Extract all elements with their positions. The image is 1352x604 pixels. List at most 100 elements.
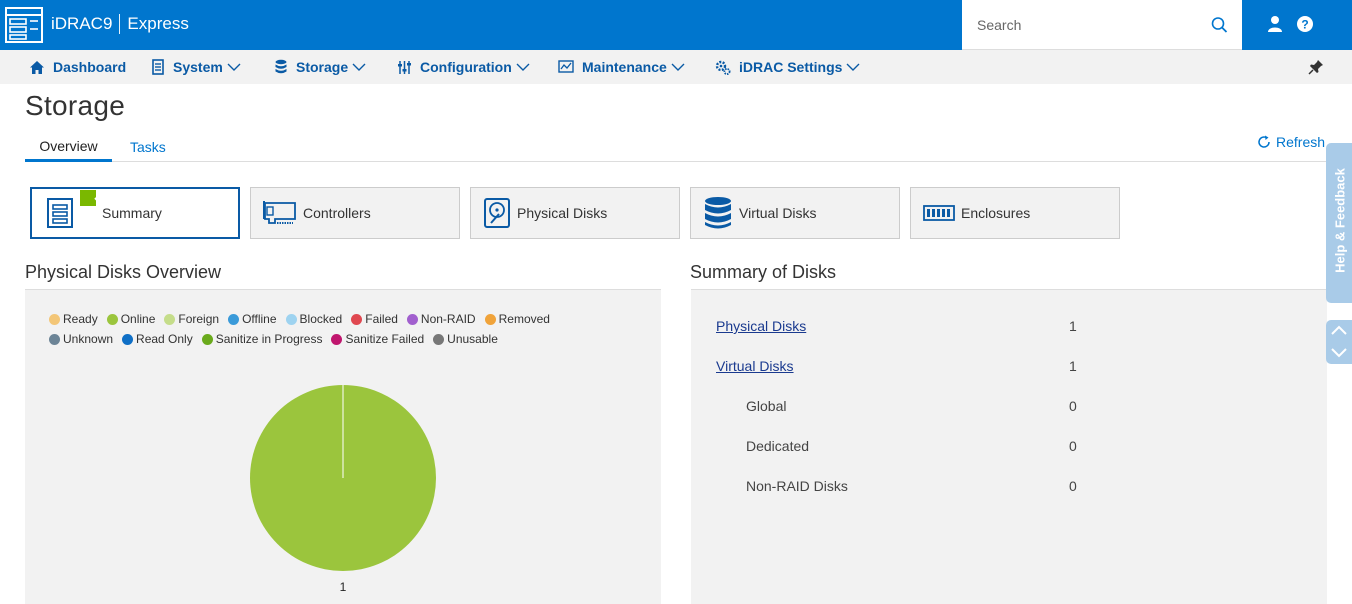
dedicated-count: 0 (1069, 438, 1077, 454)
nav-idrac-settings-label: iDRAC Settings (739, 59, 843, 75)
pie-data-label: 1 (339, 580, 347, 594)
card-summary[interactable]: Summary (30, 187, 240, 239)
nav-idrac-settings[interactable]: iDRAC Settings (715, 50, 860, 84)
card-enclosures-label: Enclosures (961, 205, 1031, 221)
user-icon[interactable] (1266, 15, 1284, 33)
legend-item-foreign[interactable]: Foreign (164, 312, 219, 326)
summary-server-icon (47, 198, 73, 228)
search-input[interactable] (962, 0, 1202, 50)
virtual-disks-count: 1 (1069, 358, 1077, 374)
legend-item-read-only[interactable]: Read Only (122, 332, 193, 346)
legend-item-non-raid[interactable]: Non-RAID (406, 312, 476, 326)
chevron-down-icon (352, 63, 366, 71)
help-feedback-label: Help & Feedback (1332, 168, 1348, 273)
card-physical-disks[interactable]: Physical Disks (470, 187, 680, 239)
global-count: 0 (1069, 398, 1077, 414)
nav-storage[interactable]: Storage (274, 50, 366, 84)
chevron-down-icon (227, 63, 241, 71)
chevron-down-icon[interactable] (1326, 342, 1352, 364)
card-physical-disks-label: Physical Disks (517, 205, 608, 221)
legend-item-sanitize-in-progress[interactable]: Sanitize in Progress (201, 332, 323, 346)
legend-item-blocked[interactable]: Blocked (285, 312, 343, 326)
legend-item-sanitize-failed[interactable]: Sanitize Failed (331, 332, 424, 346)
help-icon[interactable]: ? (1296, 15, 1314, 33)
card-virtual-disks[interactable]: Virtual Disks (690, 187, 900, 239)
selected-check-badge (80, 190, 106, 206)
physical-disks-overview-title: Physical Disks Overview (25, 262, 222, 282)
brand-separator (119, 14, 121, 34)
divider (691, 289, 1327, 290)
legend-item-offline[interactable]: Offline (228, 312, 277, 326)
nav-configuration-label: Configuration (420, 59, 512, 75)
legend-label: Unknown (63, 332, 114, 346)
legend-label: Removed (498, 312, 550, 326)
nav-maintenance[interactable]: Maintenance (558, 50, 685, 84)
legend-label: Foreign (178, 312, 220, 326)
legend-swatch (433, 333, 445, 345)
tab-tasks[interactable]: Tasks (130, 139, 166, 155)
svg-text:?: ? (1301, 18, 1308, 32)
refresh-button[interactable]: Refresh (1257, 134, 1325, 150)
main-nav: Dashboard System Storage Configuration M… (0, 50, 1352, 84)
check-icon (94, 193, 106, 203)
pin-icon[interactable] (1308, 59, 1324, 75)
summary-of-disks-panel (691, 290, 1327, 604)
card-controllers-label: Controllers (303, 205, 371, 221)
physical-disks-pie-chart (250, 385, 436, 571)
legend-item-ready[interactable]: Ready (49, 312, 98, 326)
sliders-icon (398, 60, 411, 74)
nav-system-label: System (173, 59, 223, 75)
dedicated-label: Dedicated (746, 438, 810, 454)
legend-item-failed[interactable]: Failed (351, 312, 398, 326)
nav-storage-label: Storage (296, 59, 349, 75)
monitor-chart-icon (558, 60, 574, 73)
legend-row: Ready Online Foreign Offline Blocked Fai… (49, 309, 629, 329)
enclosure-icon (923, 205, 955, 221)
chevron-down-icon (671, 63, 685, 71)
legend-label: Online (120, 312, 156, 326)
legend-swatch (285, 313, 297, 325)
nav-dashboard-label: Dashboard (53, 59, 127, 75)
home-icon (30, 60, 44, 74)
legend-swatch (228, 313, 240, 325)
brand-title: iDRAC9 Express (51, 14, 189, 34)
legend-item-online[interactable]: Online (106, 312, 156, 326)
idrac-logo-icon (5, 7, 43, 43)
nav-configuration[interactable]: Configuration (397, 50, 530, 84)
hard-disk-icon (484, 198, 510, 228)
chevron-up-icon[interactable] (1326, 320, 1352, 342)
top-header: iDRAC9 Express ? (0, 0, 1352, 50)
nav-system[interactable]: System (151, 50, 241, 84)
gears-icon (715, 60, 731, 75)
card-controllers[interactable]: Controllers (250, 187, 460, 239)
physical-disks-count: 1 (1069, 318, 1077, 334)
legend-swatch (201, 333, 213, 345)
legend-label: Sanitize in Progress (215, 332, 323, 346)
legend-swatch (164, 313, 176, 325)
nav-dashboard[interactable]: Dashboard (29, 50, 126, 84)
help-feedback-tab[interactable]: Help & Feedback (1326, 143, 1352, 303)
chart-legend: Ready Online Foreign Offline Blocked Fai… (49, 309, 629, 349)
search-box (962, 0, 1242, 50)
physical-disks-link[interactable]: Physical Disks (716, 318, 807, 334)
legend-row: Unknown Read Only Sanitize in Progress S… (49, 329, 629, 349)
card-enclosures[interactable]: Enclosures (910, 187, 1120, 239)
legend-swatch (106, 313, 118, 325)
virtual-disks-link[interactable]: Virtual Disks (716, 358, 794, 374)
non-raid-disks-count: 0 (1069, 478, 1077, 494)
card-summary-label: Summary (102, 205, 162, 221)
brand-name: iDRAC9 (51, 14, 113, 33)
legend-label: Read Only (136, 332, 193, 346)
legend-item-removed[interactable]: Removed (484, 312, 550, 326)
legend-label: Blocked (299, 312, 343, 326)
legend-item-unknown[interactable]: Unknown (49, 332, 113, 346)
search-icon[interactable] (1210, 16, 1228, 34)
refresh-label: Refresh (1276, 134, 1326, 150)
tab-overview[interactable]: Overview (25, 132, 112, 162)
legend-label: Unusable (447, 332, 498, 346)
legend-swatch (406, 313, 418, 325)
divider (25, 289, 661, 290)
legend-swatch (49, 333, 60, 345)
legend-item-unusable[interactable]: Unusable (433, 332, 498, 346)
database-stack-icon (705, 197, 731, 229)
